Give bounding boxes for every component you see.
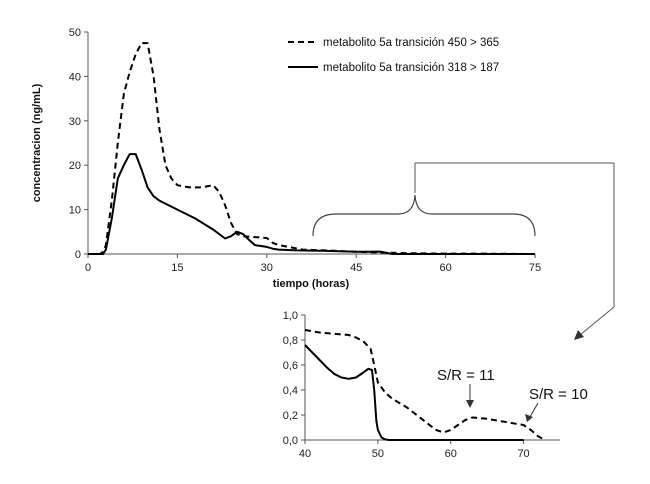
inset-xtick-label: 70: [517, 448, 529, 460]
legend-label-solid: metabolito 5a transición 318 > 187: [323, 62, 499, 74]
inset-ytick-label: 1,0: [283, 310, 298, 322]
zoom-bracket: [312, 162, 615, 340]
main-ytick-label: 0: [75, 249, 81, 261]
curly-brace: [312, 194, 536, 237]
main-ytick-label: 50: [69, 27, 81, 39]
main-ytick-label: 20: [69, 160, 81, 172]
main-xtick-label: 45: [350, 262, 362, 274]
inset-xtick-label: 40: [299, 448, 311, 460]
annotation-sr-11: S/R = 11: [437, 367, 495, 384]
annotation-sr-10: S/R = 10: [529, 386, 588, 403]
legend-label-dashed: metabolito 5a transición 450 > 365: [323, 37, 499, 49]
main-xtick-label: 30: [261, 262, 273, 274]
main-x-axis-label: tiempo (horas): [273, 278, 350, 290]
annotation-sr-10-arrowhead-icon: [525, 414, 533, 422]
inset-series-dashed-line: [304, 329, 546, 441]
legend: metabolito 5a transición 450 > 365 metab…: [288, 37, 499, 74]
main-chart: 0 10 20 30 40 50 0 15 30 45 60 75 tiempo (horas) c…: [31, 27, 541, 290]
inset-series-solid-line: [304, 344, 524, 441]
main-y-axis-label: concentracion (ng/mL): [31, 83, 43, 202]
main-xtick-label: 15: [171, 262, 183, 274]
inset-xtick-label: 50: [372, 448, 384, 460]
main-series-dashed-line: [88, 42, 536, 255]
inset-ytick-label: 0,8: [283, 335, 298, 347]
inset-chart: 0,0 0,2 0,4 0,6 0,8 1,0 40 50 60 70 S/R = 11 S/R…: [283, 310, 588, 460]
main-ytick-label: 30: [69, 116, 81, 128]
main-ytick-label: 40: [69, 71, 81, 83]
connector-arrowhead-icon: [574, 330, 584, 340]
main-xtick-label: 60: [439, 262, 451, 274]
main-xtick-label: 0: [85, 262, 91, 274]
annotation-sr-10-arrow: [529, 402, 539, 418]
main-ytick-label: 10: [69, 205, 81, 217]
inset-ytick-label: 0,6: [283, 360, 298, 372]
inset-ytick-label: 0,0: [283, 435, 298, 447]
inset-ytick-label: 0,4: [283, 385, 298, 397]
inset-xtick-label: 60: [445, 448, 457, 460]
main-xtick-label: 75: [529, 262, 541, 274]
inset-ytick-label: 0,2: [283, 410, 298, 422]
connector-diagonal: [579, 306, 615, 336]
main-series-solid-line: [88, 153, 535, 255]
annotation-sr-11-arrowhead-icon: [466, 400, 474, 408]
